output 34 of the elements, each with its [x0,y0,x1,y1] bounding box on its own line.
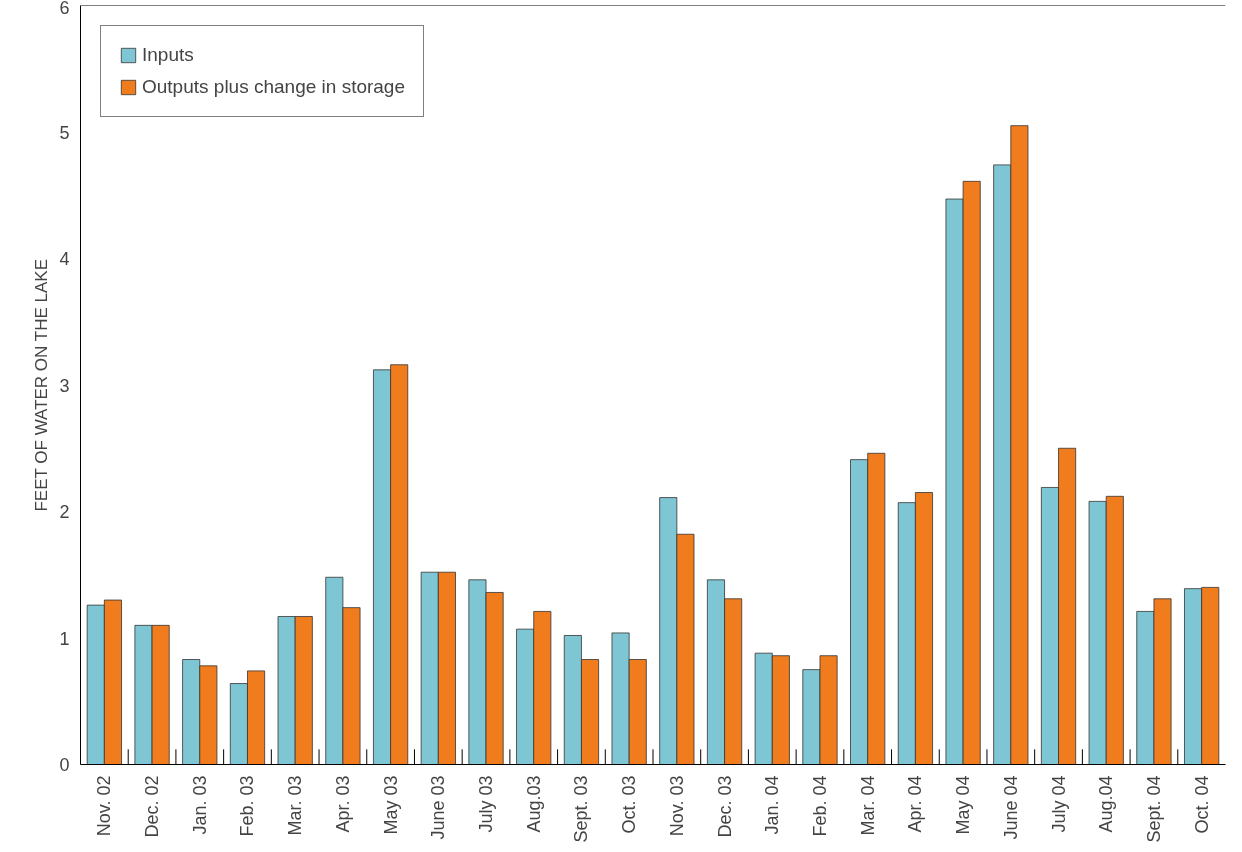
x-tick-label: Mar. 03 [285,775,306,836]
x-tick-label: Oct. 03 [619,775,640,834]
x-tick-label: Nov. 02 [94,775,115,837]
x-tick-label: Apr. 04 [905,775,926,833]
x-tick-label: Nov. 03 [666,775,687,837]
x-tick-label: Jan. 04 [762,775,783,835]
x-tick-label: July 03 [476,775,497,833]
x-tick-label: June 04 [1000,775,1021,840]
x-tick-label: Feb. 03 [237,775,258,837]
x-tick-label: Sept. 03 [571,775,592,843]
x-tick-label: Oct. 04 [1191,775,1212,834]
legend-label: Inputs [142,44,194,66]
x-tick-label: May 04 [953,775,974,835]
x-tick-label: July 04 [1048,775,1069,833]
x-tick-label: Sept. 04 [1143,775,1164,843]
y-tick-label: 1 [59,628,70,649]
x-tick-label: Jan. 03 [189,775,210,835]
y-tick-label: 0 [59,755,70,775]
y-tick-label: 3 [59,375,70,396]
x-tick-label: Aug.03 [523,775,544,833]
legend-label: Outputs plus change in storage [142,76,406,98]
x-tick-label: Dec. 03 [714,775,735,838]
x-tick-label: Feb. 04 [809,775,830,837]
y-tick-label: 4 [59,249,70,269]
y-axis-title: FEET OF WATER ON THE LAKE [32,259,52,512]
x-tick-label: Mar. 04 [857,775,878,836]
y-tick-label: 5 [59,122,70,143]
y-tick-label: 6 [59,0,70,18]
x-tick-label: Apr. 03 [332,775,353,833]
x-tick-label: June 03 [428,775,449,840]
x-tick-label: Aug.04 [1096,775,1117,833]
y-tick-label: 2 [59,502,70,522]
x-tick-label: Dec. 02 [142,775,163,838]
x-tick-label: May 03 [380,775,401,835]
